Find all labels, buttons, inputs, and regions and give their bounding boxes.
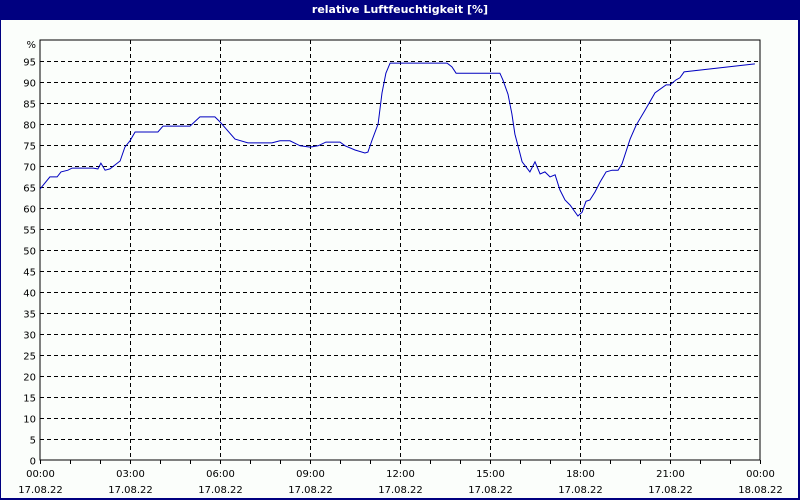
x-tick-date: 17.08.22 [198, 485, 243, 496]
y-tick-label: 0 [30, 457, 36, 468]
chart-title: relative Luftfeuchtigkeit [%] [311, 3, 489, 16]
y-tick-label: 55 [23, 226, 36, 237]
y-tick-label: 5 [30, 436, 36, 447]
y-tick-label: 90 [23, 79, 36, 90]
x-tick-time: 03:00 [116, 469, 145, 480]
y-axis-ticks: 0 5 10 15 20 25 30 35 40 45 50 55 60 65 70 75 80 85 90 95% [23, 40, 36, 468]
x-tick-date: 17.08.22 [288, 485, 333, 496]
x-tick-time: 21:00 [656, 469, 685, 480]
x-tick-time: 00:00 [26, 469, 55, 480]
y-tick-label: 60 [23, 205, 36, 216]
x-tick-time: 12:00 [386, 469, 415, 480]
x-tick-time: 18:00 [566, 469, 595, 480]
y-tick-label: 35 [23, 310, 36, 321]
y-tick-label: 10 [23, 415, 36, 426]
y-tick-label: 25 [23, 352, 36, 363]
x-tick-time: 15:00 [476, 469, 505, 480]
y-tick-label: 65 [23, 184, 36, 195]
y-tick-label: 45 [23, 268, 36, 279]
x-tick-date: 17.08.22 [558, 485, 603, 496]
x-tick-time: 00:00 [746, 469, 775, 480]
y-tick-label: 70 [23, 163, 36, 174]
x-tick-time: 06:00 [206, 469, 235, 480]
x-tick-date: 17.08.22 [468, 485, 513, 496]
y-tick-label: 15 [23, 394, 36, 405]
y-tick-label: 30 [23, 331, 36, 342]
y-tick-label: 20 [23, 373, 36, 384]
y-tick-label: 95 [23, 58, 36, 69]
x-tick-date: 17.08.22 [18, 485, 63, 496]
x-tick-date: 18.08.22 [738, 485, 783, 496]
x-tick-date: 17.08.22 [108, 485, 153, 496]
x-tick-date: 17.08.22 [648, 485, 693, 496]
x-tick-time: 09:00 [296, 469, 325, 480]
chart-title-bar: relative Luftfeuchtigkeit [%] [0, 0, 800, 20]
x-tick-date: 17.08.22 [378, 485, 423, 496]
y-tick-label: 85 [23, 100, 36, 111]
y-tick-label: 50 [23, 247, 36, 258]
plot-area-frame [39, 39, 761, 461]
y-tick-label: 80 [23, 121, 36, 132]
y-unit-label: % [26, 40, 36, 51]
y-tick-label: 75 [23, 142, 36, 153]
grid-lines [40, 40, 760, 460]
humidity-series-line [39, 62, 755, 217]
y-tick-label: 40 [23, 289, 36, 300]
x-axis-ticks: 00:00 17.08.22 03:00 17.08.22 06:00 17.08.22 0… [18, 460, 783, 496]
